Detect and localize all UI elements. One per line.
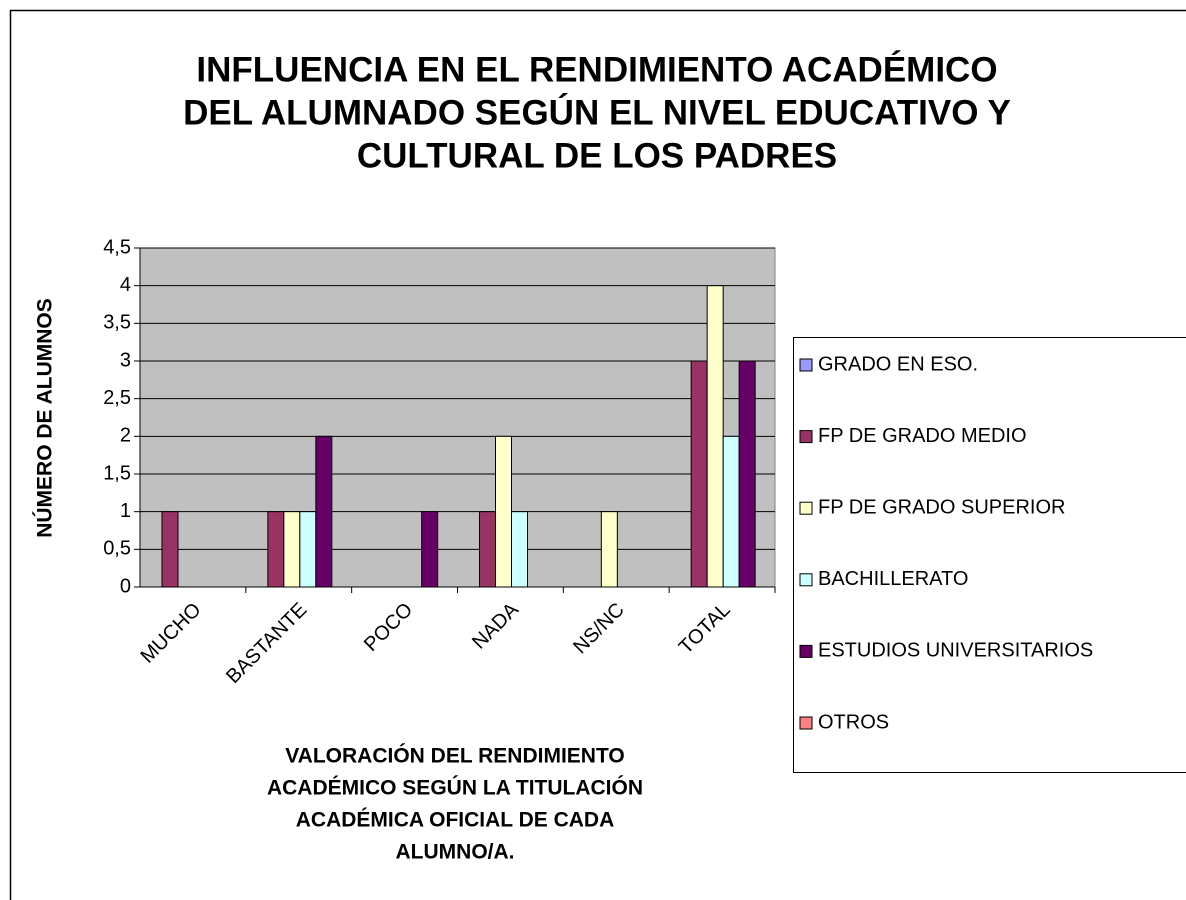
legend-label: GRADO EN ESO. xyxy=(818,353,978,375)
bar xyxy=(690,360,708,588)
legend xyxy=(793,337,1186,773)
bar xyxy=(706,285,724,588)
legend-swatch xyxy=(799,430,813,444)
bar xyxy=(421,511,439,588)
legend-label: FP DE GRADO MEDIO xyxy=(818,425,1027,447)
y-tick-label: 3,5 xyxy=(103,312,131,334)
x-axis-label: ALUMNO/A. xyxy=(396,841,515,864)
x-axis-label: VALORACIÓN DEL RENDIMIENTO xyxy=(285,744,625,768)
bar xyxy=(267,511,285,588)
y-tick-label: 2,5 xyxy=(103,387,131,409)
x-tick-label: TOTAL xyxy=(675,599,735,659)
bar xyxy=(738,360,756,588)
legend-swatch xyxy=(799,358,813,372)
legend-label: ESTUDIOS UNIVERSITARIOS xyxy=(818,640,1093,662)
y-tick-label: 1 xyxy=(120,500,131,522)
x-axis-label: ACADÉMICA OFICIAL DE CADA xyxy=(296,809,615,832)
legend-swatch xyxy=(799,573,813,587)
y-tick-label: 4,5 xyxy=(103,236,131,258)
bar xyxy=(511,511,528,588)
y-tick-label: 2 xyxy=(120,425,131,447)
legend-swatch xyxy=(799,501,813,515)
x-tick-label: POCO xyxy=(360,599,417,656)
y-tick-label: 1,5 xyxy=(103,462,131,484)
bar xyxy=(479,511,496,588)
plot-area xyxy=(139,247,776,588)
y-axis-label: NÚMERO DE ALUMNOS xyxy=(33,298,57,538)
bar xyxy=(600,511,618,588)
bar xyxy=(315,435,333,588)
x-tick-label: BASTANTE xyxy=(222,599,311,688)
legend-swatch xyxy=(799,716,813,730)
x-tick-label: MUCHO xyxy=(137,599,206,668)
y-tick-label: 4 xyxy=(120,274,131,296)
x-tick-label: NADA xyxy=(468,598,523,653)
bar xyxy=(161,511,179,588)
chart-frame xyxy=(9,9,1186,900)
bar xyxy=(722,435,740,588)
bar xyxy=(495,435,512,588)
y-tick-label: 0 xyxy=(120,575,131,597)
chart-title: CULTURAL DE LOS PADRES xyxy=(357,136,837,175)
legend-label: OTROS xyxy=(818,711,889,733)
chart-title: DEL ALUMNADO SEGÚN EL NIVEL EDUCATIVO Y xyxy=(183,92,1011,132)
legend-swatch xyxy=(799,644,813,658)
x-tick-label: NS/NC xyxy=(569,599,629,659)
x-axis-label: ACADÉMICO SEGÚN LA TITULACIÓN xyxy=(267,776,643,800)
legend-label: FP DE GRADO SUPERIOR xyxy=(818,496,1065,518)
legend-label: BACHILLERATO xyxy=(818,568,968,590)
bar xyxy=(283,511,301,588)
y-tick-label: 0,5 xyxy=(103,538,131,560)
chart-title: INFLUENCIA EN EL RENDIMIENTO ACADÉMICO xyxy=(196,49,997,89)
bar xyxy=(299,511,317,588)
y-tick-label: 3 xyxy=(120,349,131,371)
